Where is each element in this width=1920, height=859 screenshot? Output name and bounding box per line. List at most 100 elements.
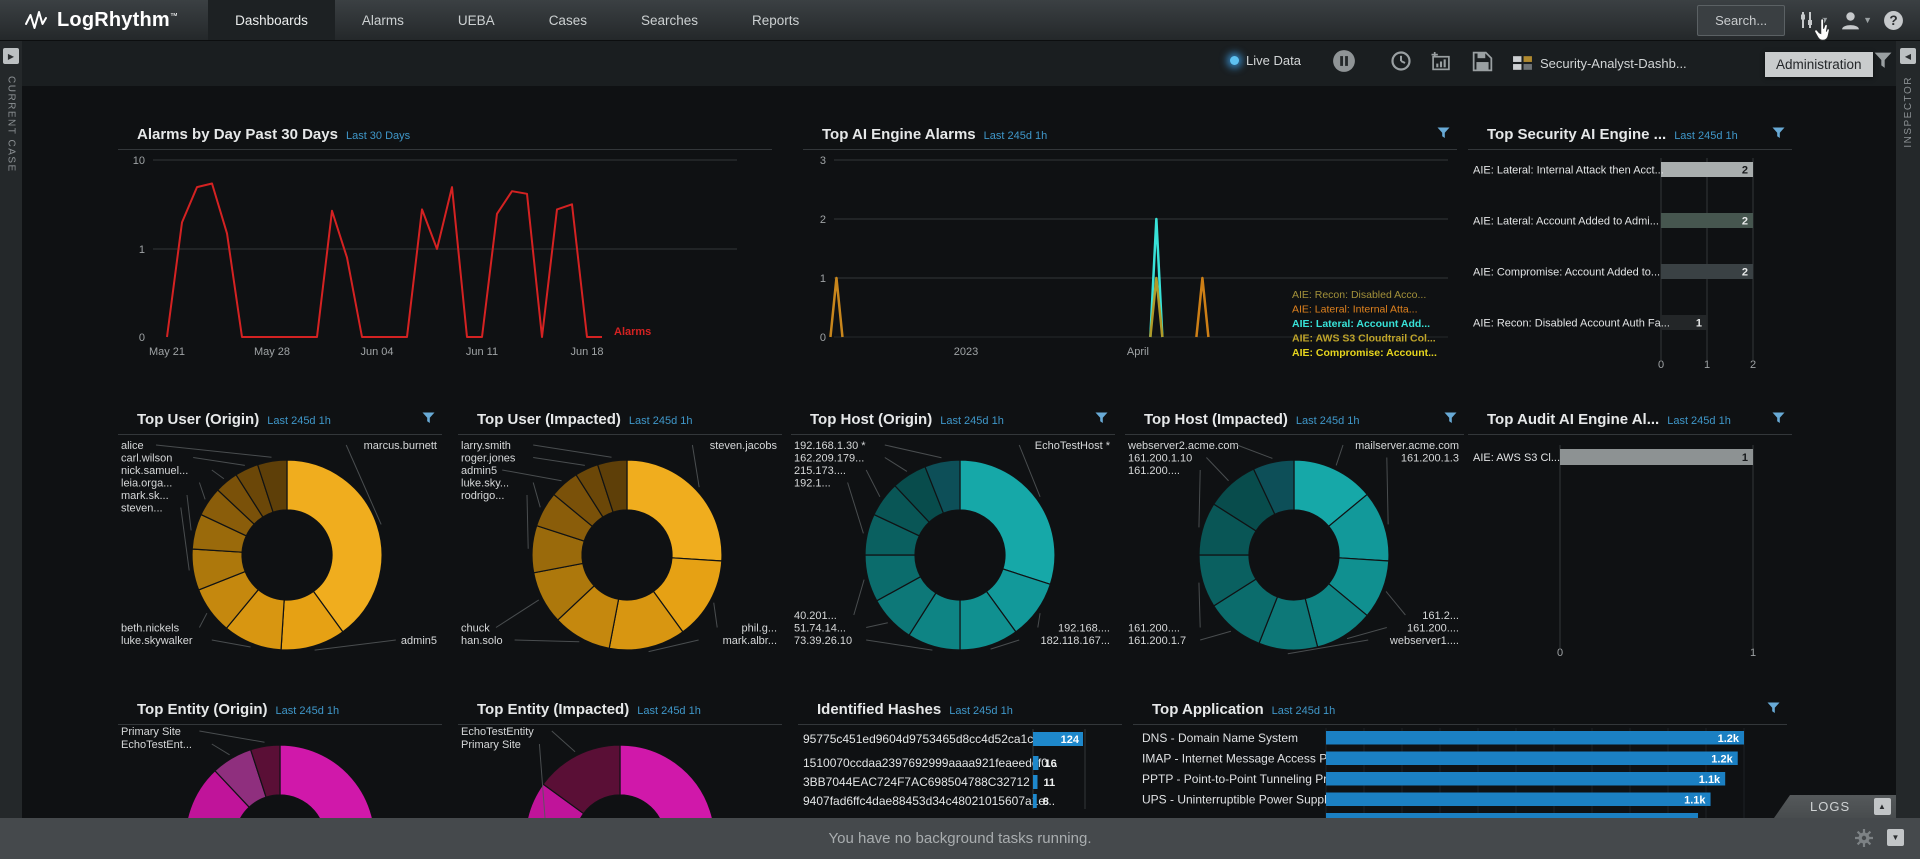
donut-label: mailserver.acme.com [1355,440,1459,452]
bar-label: PPTP - Point-to-Point Tunneling Pr... [1142,772,1337,786]
logs-tab[interactable]: LOGS ▲ [1774,795,1896,818]
tab-searches[interactable]: Searches [640,12,698,28]
bar[interactable] [1326,772,1726,786]
gear-icon [1855,829,1873,847]
expand-current-case-button[interactable]: ▶ [3,48,19,64]
label-connector [648,639,699,653]
donut-slice[interactable] [256,459,288,513]
live-data-toggle[interactable]: Live Data [1230,53,1301,68]
add-widget-button[interactable] [1430,52,1452,72]
save-dashboard-button[interactable] [1472,51,1493,72]
donut-slice[interactable] [924,459,961,514]
bar[interactable] [1661,162,1753,177]
label-connector [199,730,265,743]
donut-slice[interactable] [286,459,383,633]
user-menu-button[interactable]: ▼ [1840,10,1872,31]
bar[interactable] [1326,813,1699,818]
dashboard-filter-button[interactable] [1874,52,1892,69]
time-range-button[interactable] [1390,50,1412,72]
dashboard-selector[interactable]: Security-Analyst-Dashb... [1512,54,1687,72]
filter-icon[interactable] [1095,411,1108,429]
donut-label: alice [121,440,144,452]
tab-alarms[interactable]: Alarms [361,12,404,28]
series-label: Alarms [614,326,651,338]
clock-icon [1391,51,1411,71]
donut-slice[interactable] [185,769,266,818]
filter-funnel-icon [1772,127,1785,138]
filter-funnel-icon [1874,52,1892,68]
axis-label: 1 [820,273,826,285]
donut-slice[interactable] [619,744,715,818]
spike[interactable] [829,276,844,338]
statusbar-collapse-button[interactable]: ▼ [1887,829,1904,846]
label-connector [884,444,942,459]
widget-title: Top Entity (Impacted) [477,701,630,718]
axis-label: 0 [139,332,145,344]
bar[interactable] [1033,756,1039,770]
donut-slice[interactable] [1252,459,1295,516]
tab-dashboards[interactable]: Dashboards [208,0,335,40]
donut-label: 161.200.1.7 [1128,635,1186,647]
bar[interactable] [1560,449,1753,465]
donut-label: beth.nickels [121,623,180,635]
administration-menu-button[interactable]: ▼ [1796,9,1829,31]
bar[interactable] [1326,751,1738,766]
bar[interactable] [1661,213,1753,228]
donut-slice[interactable] [542,744,621,815]
label-connector [1335,444,1344,466]
donut-slice[interactable] [251,744,375,818]
divider [118,724,442,725]
donut-label: nick.samuel... [121,465,188,477]
bar[interactable] [1033,732,1083,746]
bar-label: DNS - Domain Name System [1142,731,1298,745]
logs-expand-button[interactable]: ▲ [1874,798,1891,815]
bar[interactable] [1661,264,1753,279]
filter-icon[interactable] [1772,126,1785,144]
bar[interactable] [1326,731,1744,745]
bar-value: 1 [1696,318,1702,330]
axis-label: 0 [820,332,826,344]
bar-label: UPS - Uninterruptible Power Supply [1142,793,1333,807]
bar-value: 8 [1043,796,1049,808]
tab-reports[interactable]: Reports [752,12,800,28]
axis-label: 2 [1750,359,1756,371]
bar[interactable] [1033,794,1037,808]
widget-timeframe: Last 245d 1h [1674,130,1738,142]
add-widget-icon [1431,52,1450,71]
widget-top-application: Top Application Last 245d 1h DNS - Domain… [1130,695,1790,818]
divider [791,434,1115,435]
search-button[interactable]: Search... [1697,4,1786,36]
spike[interactable] [1149,217,1164,338]
tab-cases[interactable]: Cases [548,12,587,28]
filter-icon[interactable] [422,411,435,429]
donut-slice[interactable] [626,459,723,562]
widget-title: Top User (Origin) [137,411,260,428]
expand-inspector-button[interactable]: ◀ [1900,48,1916,64]
bar[interactable] [1033,775,1038,789]
bar[interactable] [1661,315,1707,330]
filter-icon[interactable] [1772,411,1785,429]
logo-text: LogRhythm™ [57,8,179,31]
widget-timeframe: Last 30 Days [345,130,411,142]
donut-slice[interactable] [249,744,281,798]
divider [1468,149,1792,150]
filter-icon[interactable] [1437,126,1450,144]
label-connector [495,599,540,628]
filter-icon[interactable] [1444,411,1457,429]
help-button[interactable]: ? [1883,10,1904,31]
spike[interactable] [1195,276,1210,338]
spike[interactable] [1149,276,1164,338]
label-connector [865,469,881,498]
settings-gear-button[interactable] [1854,828,1874,852]
donut-label: 215.173.... [794,465,846,477]
bar-value: 16 [1045,758,1057,770]
widget-title: Top Application [1152,701,1264,718]
inspector-label: INSPECTOR [1902,76,1914,148]
tab-ueba[interactable]: UEBA [457,12,495,28]
label-connector [1287,639,1369,655]
donut-slice[interactable] [959,459,1056,586]
pause-button[interactable] [1332,49,1356,73]
filter-icon[interactable] [1767,701,1780,719]
donut-slice[interactable] [596,459,628,513]
bar[interactable] [1326,792,1711,807]
